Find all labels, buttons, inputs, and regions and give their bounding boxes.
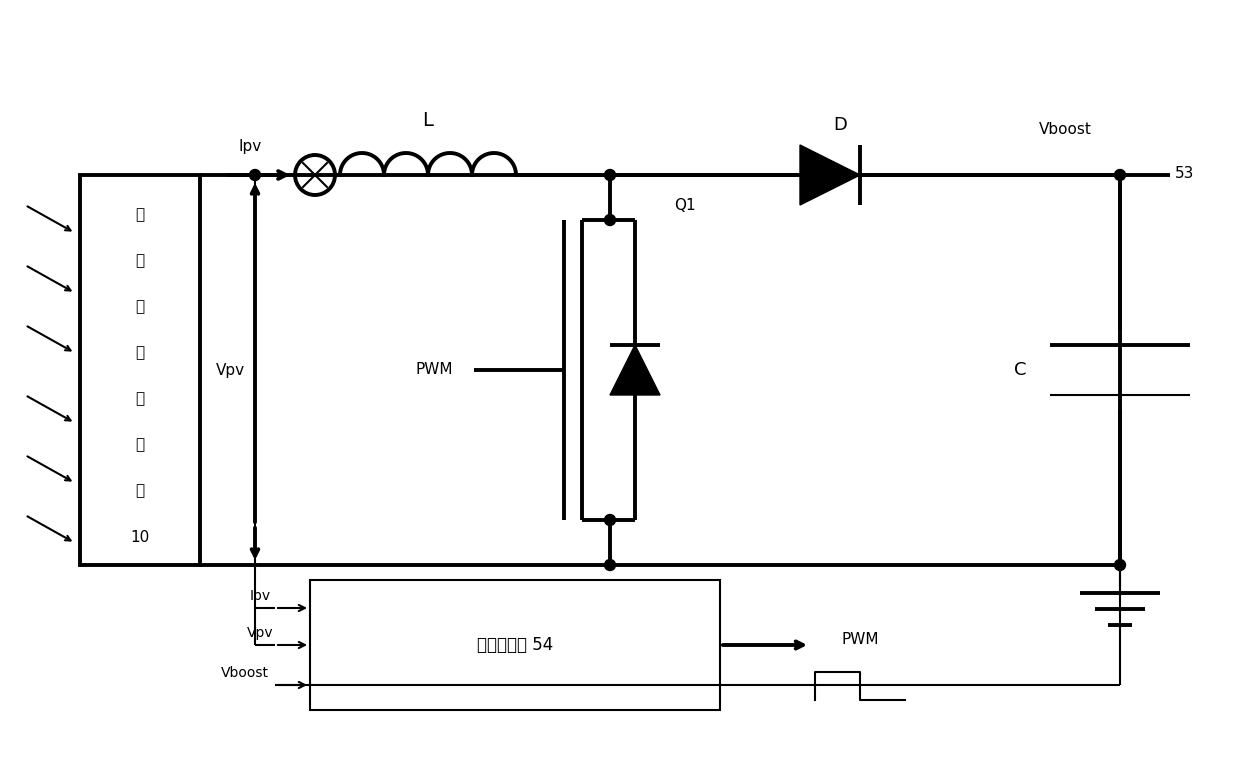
- Text: PWM: PWM: [415, 363, 453, 377]
- Text: 10: 10: [130, 529, 150, 545]
- Text: 53: 53: [1176, 165, 1194, 181]
- Text: Q1: Q1: [675, 197, 696, 213]
- Bar: [81, 175, 200, 565]
- Circle shape: [605, 214, 615, 226]
- Text: PWM: PWM: [841, 633, 879, 647]
- Circle shape: [605, 515, 615, 526]
- Bar: [310, 580, 720, 710]
- Text: 第一控制器 54: 第一控制器 54: [477, 636, 553, 654]
- Text: C: C: [1014, 361, 1027, 379]
- Polygon shape: [800, 145, 861, 205]
- Circle shape: [1115, 170, 1126, 181]
- Text: 太: 太: [135, 207, 145, 223]
- Text: Vpv: Vpv: [216, 363, 244, 377]
- Text: 池: 池: [135, 392, 145, 406]
- Text: 列: 列: [135, 483, 145, 499]
- Text: Vboost: Vboost: [1039, 122, 1091, 138]
- Circle shape: [249, 170, 260, 181]
- Text: Vpv: Vpv: [247, 626, 273, 640]
- Circle shape: [605, 170, 615, 181]
- Text: D: D: [833, 116, 847, 134]
- Text: L: L: [423, 110, 434, 129]
- Text: Vboost: Vboost: [221, 666, 269, 680]
- Text: Ipv: Ipv: [249, 589, 270, 603]
- Text: 阵: 阵: [135, 438, 145, 453]
- Text: 能: 能: [135, 300, 145, 314]
- Text: 电: 电: [135, 346, 145, 360]
- Text: 阳: 阳: [135, 253, 145, 269]
- Circle shape: [605, 559, 615, 571]
- Text: Ipv: Ipv: [238, 139, 262, 155]
- Polygon shape: [610, 345, 660, 395]
- Circle shape: [1115, 559, 1126, 571]
